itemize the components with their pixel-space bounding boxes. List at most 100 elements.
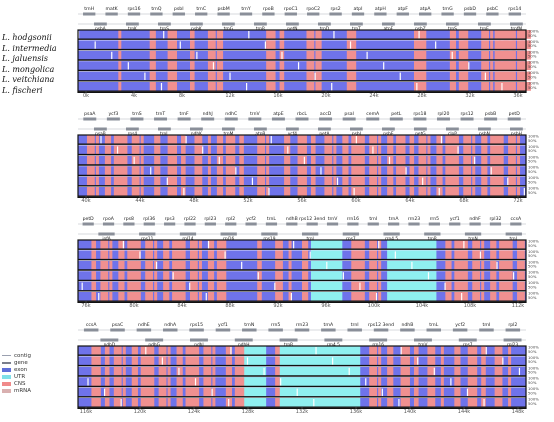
cns-region	[517, 176, 521, 186]
similarity-dip	[518, 367, 521, 376]
cns-region	[203, 387, 212, 397]
cns-region	[436, 166, 443, 175]
cns-region	[194, 166, 203, 175]
axis-tick-label: 144k	[458, 409, 471, 415]
cns-region	[297, 176, 307, 186]
cns-region	[239, 135, 244, 144]
cns-region	[378, 292, 382, 301]
cns-region	[225, 377, 233, 386]
cns-region	[517, 271, 525, 280]
cns-region	[414, 50, 419, 60]
cns-region	[118, 250, 125, 260]
cns-region	[351, 292, 361, 301]
cns-region	[109, 240, 113, 249]
legend-item-exon: exon	[2, 366, 31, 373]
cns-region	[472, 145, 476, 155]
utr-region	[279, 356, 361, 366]
gene-arrow	[342, 117, 356, 121]
cns-region	[194, 135, 203, 144]
percent-label: 50%	[528, 179, 537, 184]
cns-region	[494, 366, 503, 376]
percent-label: 50%	[528, 190, 537, 195]
cns-region	[100, 292, 109, 301]
cns-region	[508, 50, 516, 60]
cns-region	[140, 366, 151, 376]
gene-arrow	[452, 328, 468, 332]
cns-region	[378, 176, 382, 186]
legend-item-mrna: mRNA	[2, 387, 31, 394]
gene-arrow	[83, 12, 96, 16]
similarity-dip	[161, 357, 163, 365]
axis-tick-label: 56k	[297, 198, 306, 204]
similarity-dip	[359, 282, 361, 290]
similarity-dip	[94, 41, 96, 49]
gene-label: atpI	[354, 6, 363, 12]
cns-region	[163, 281, 170, 291]
gene-label: rpoA	[103, 216, 115, 222]
percent-label: 50%	[528, 284, 537, 289]
cns-region	[279, 82, 285, 91]
cns-region	[418, 40, 427, 50]
cns-region	[140, 176, 144, 186]
cns-region	[508, 166, 516, 175]
cns-region	[436, 145, 443, 155]
percent-label: 50%	[528, 390, 537, 395]
cns-region	[207, 40, 216, 50]
cns-region	[387, 166, 394, 175]
axis-tick-label: 84k	[177, 303, 186, 309]
percent-label: 100%	[528, 49, 539, 54]
percent-label: 100%	[528, 165, 539, 170]
axis-tick-label: 60k	[351, 198, 360, 204]
cns-region	[190, 30, 195, 39]
cns-region	[95, 176, 99, 186]
cns-region	[127, 260, 137, 270]
gene-arrow	[190, 22, 203, 26]
cns-region	[310, 187, 316, 196]
cns-region	[454, 166, 459, 175]
similarity-dip	[383, 62, 385, 70]
cns-region	[212, 398, 216, 407]
gene-arrow	[302, 232, 319, 236]
cns-region	[225, 145, 236, 155]
cns-region	[503, 30, 509, 39]
gene-label: rrn5	[271, 322, 281, 328]
cns-region	[440, 377, 444, 386]
cns-region	[172, 292, 182, 301]
cns-region	[418, 61, 427, 70]
cns-region	[131, 135, 140, 144]
cns-region	[95, 145, 99, 155]
cns-region	[113, 387, 122, 397]
similarity-dip	[87, 378, 89, 386]
gene-arrow	[154, 117, 168, 121]
legend-item-gene: gene	[2, 359, 31, 366]
cns-region	[154, 135, 161, 144]
cns-region	[140, 135, 144, 144]
cns-region	[481, 176, 488, 186]
cns-region	[490, 135, 500, 144]
cns-region	[499, 240, 509, 249]
cns-region	[194, 356, 200, 366]
cns-region	[333, 187, 337, 196]
cns-region	[310, 166, 316, 175]
cns-region	[122, 356, 126, 366]
similarity-dip	[251, 177, 254, 185]
cns-region	[445, 135, 455, 144]
cns-region	[463, 166, 472, 175]
similarity-dip	[127, 62, 129, 70]
gene-arrow	[428, 222, 440, 226]
cns-region	[512, 71, 516, 81]
cns-region	[145, 240, 153, 249]
percent-label: 50%	[528, 359, 537, 364]
cns-region	[351, 281, 361, 291]
similarity-dip	[502, 357, 504, 365]
percent-label: 50%	[528, 159, 537, 164]
cns-region	[499, 260, 509, 270]
gene-label: trnR	[256, 26, 265, 32]
utr-region	[387, 271, 437, 280]
cns-region	[225, 187, 236, 196]
cns-region	[396, 135, 406, 144]
gene-label: rps18	[413, 111, 426, 117]
cns-region	[436, 135, 443, 144]
percent-label: 50%	[528, 349, 537, 354]
cns-region	[167, 135, 177, 144]
